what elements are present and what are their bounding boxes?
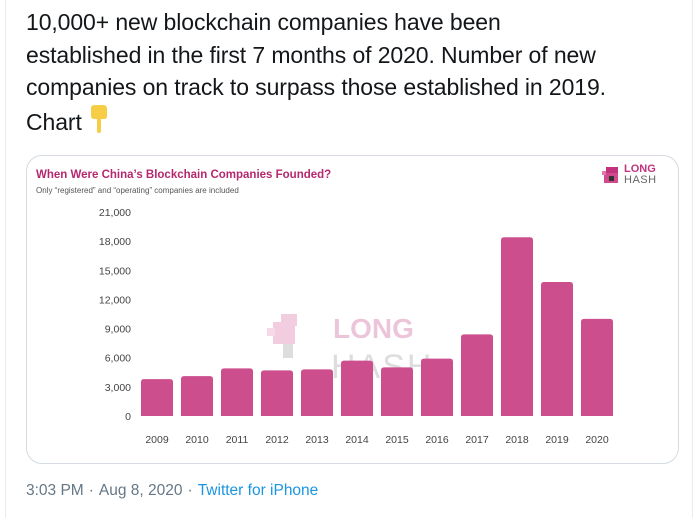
y-axis-ticks: 0 3,000 6,000 9,000 12,000 15,000 18,000 21,000: [99, 207, 131, 423]
x-tick-label: 2012: [265, 434, 289, 446]
separator: ·: [187, 482, 193, 499]
tweet-line: Chart: [26, 104, 686, 143]
bar-2012: [261, 370, 293, 416]
watermark-long: LONG: [333, 313, 414, 344]
bar-2017: [461, 334, 493, 416]
x-tick-label: 2009: [145, 434, 169, 446]
logo-text-hash: HASH: [624, 174, 657, 186]
chart-card[interactable]: When Were China’s Blockchain Companies F…: [26, 155, 679, 464]
watermark-dino-tail: [267, 328, 275, 336]
bar-chart-plot: LONG HASH 03,0006,0009,00012,00015,00018…: [99, 207, 613, 446]
bar-2010: [181, 376, 213, 416]
x-tick-label: 2010: [185, 434, 209, 446]
x-tick-label: 2013: [305, 434, 329, 446]
tweet-source-link[interactable]: Twitter for iPhone: [197, 482, 319, 499]
y-tick-label: 6,000: [105, 353, 131, 365]
bar-2015: [381, 367, 413, 416]
y-tick-label: 0: [125, 411, 131, 423]
tweet-text: 10,000+ new blockchain companies have be…: [26, 6, 686, 142]
bar-2014: [341, 360, 373, 416]
chart-title: When Were China’s Blockchain Companies F…: [36, 169, 332, 181]
x-tick-label: 2011: [226, 434, 249, 446]
separator: ·: [88, 482, 94, 499]
bar-2020: [581, 318, 613, 416]
y-tick-label: 12,000: [99, 294, 131, 306]
y-tick-label: 21,000: [99, 207, 131, 219]
bars: [141, 237, 613, 416]
tweet-line: companies on track to surpass those esta…: [26, 74, 606, 100]
x-tick-label: 2016: [425, 434, 449, 446]
watermark-dino-body: [273, 322, 295, 344]
tweet-line: established in the first 7 months of 202…: [26, 41, 596, 68]
pointing-down-hand-icon: [88, 104, 110, 143]
x-tick-label: 2018: [505, 434, 529, 446]
watermark-dino-head: [281, 314, 297, 326]
logo-text-long: LONG: [624, 163, 656, 175]
longhash-logo: LONG HASH: [602, 163, 662, 191]
bar-2018: [501, 237, 533, 416]
chart-word: Chart: [26, 108, 82, 135]
x-axis-ticks: 2009 2010 2011 2012 2013 2014 2015 2016 2017 2018…: [145, 434, 609, 446]
bar-2013: [301, 369, 333, 416]
bar-2011: [221, 368, 253, 416]
y-tick-label: 9,000: [105, 324, 131, 336]
tweet-line: 10,000+ new blockchain companies have be…: [26, 9, 501, 35]
dinosaur-logo-icon: [602, 167, 618, 183]
x-tick-label: 2014: [345, 434, 369, 446]
tweet-time: 3:03 PM: [26, 482, 84, 499]
tweet-date[interactable]: Aug 8, 2020: [98, 482, 183, 499]
x-tick-label: 2017: [465, 434, 489, 446]
tweet-metadata: 3:03 PM · Aug 8, 2020 · Twitter for iPhone: [26, 482, 318, 500]
bar-2009: [141, 379, 173, 416]
chart-subtitle: Only “registered” and “operating” compan…: [36, 186, 239, 195]
y-tick-label: 18,000: [99, 236, 131, 248]
watermark-dino-leg: [283, 344, 293, 358]
x-tick-label: 2015: [385, 434, 409, 446]
bar-2016: [421, 358, 453, 416]
tweet-frame: [5, 0, 693, 518]
y-tick-label: 3,000: [105, 382, 131, 394]
x-tick-label: 2020: [585, 434, 609, 446]
y-tick-label: 15,000: [99, 265, 131, 277]
x-tick-label: 2019: [545, 434, 569, 446]
bar-2019: [541, 281, 573, 416]
